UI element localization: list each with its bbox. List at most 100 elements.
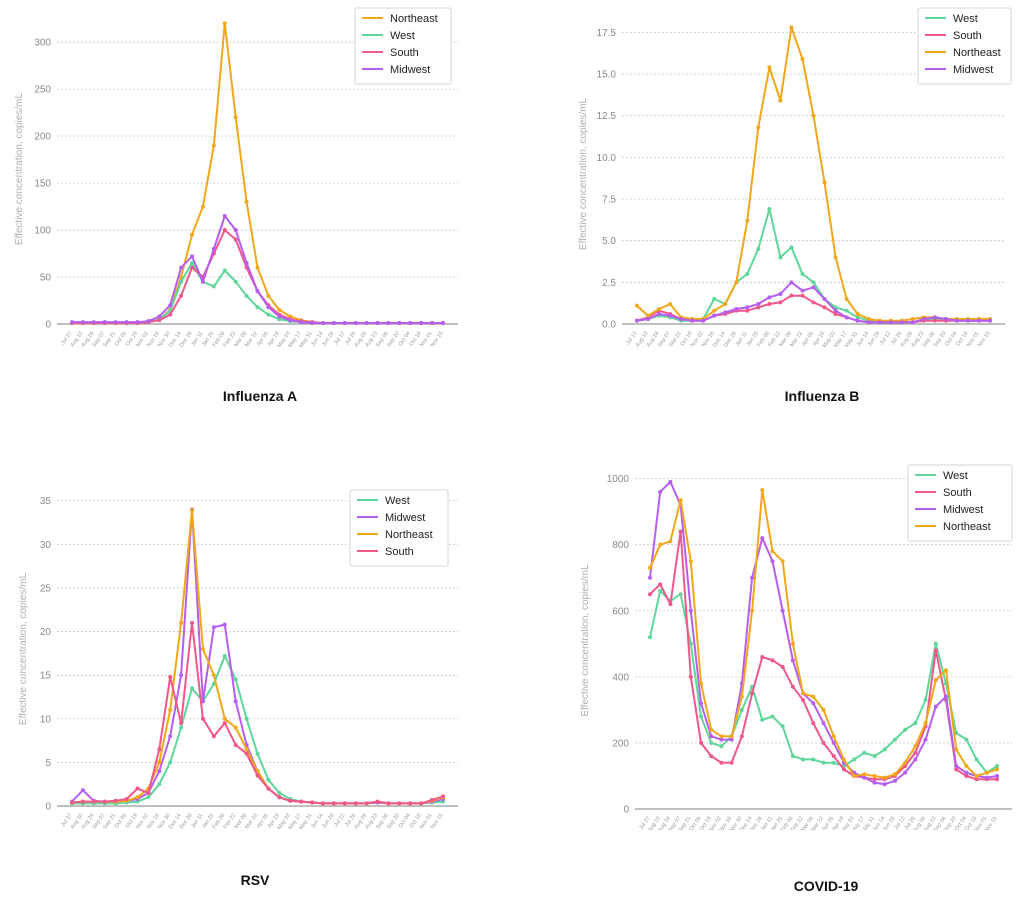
rsv-midwest-point xyxy=(233,699,238,704)
covid-19-northeast-point xyxy=(709,727,714,732)
influenza-b-midwest-point xyxy=(767,295,772,300)
influenza-a-midwest-point xyxy=(102,320,107,325)
influenza-b-south-point xyxy=(833,312,838,316)
influenza-a-midwest-point xyxy=(331,321,336,326)
influenza-b-series-west xyxy=(636,208,991,324)
rsv-south-point xyxy=(408,801,413,806)
covid-19-northeast-point xyxy=(892,772,897,777)
influenza-a-west-point xyxy=(244,293,249,298)
influenza-a-y-tick-label: 0 xyxy=(45,320,51,331)
rsv-west-point xyxy=(244,716,249,721)
covid-19-south-point xyxy=(668,602,673,607)
covid-19-south-point xyxy=(770,658,775,663)
rsv-y-tick-label: 10 xyxy=(40,714,52,725)
rsv-northeast-point xyxy=(200,647,205,651)
influenza-a-midwest-point xyxy=(244,260,249,265)
covid-19-northeast-point xyxy=(821,707,826,712)
covid-19-south-point xyxy=(964,773,969,778)
rsv-west-point xyxy=(277,790,282,795)
covid-19-title: COVID-19 xyxy=(793,878,859,894)
rsv-south-point xyxy=(244,751,249,756)
influenza-b-south-point xyxy=(800,293,805,298)
influenza-a-northeast-point xyxy=(190,232,195,237)
covid-19-legend-label-northeast: Northeast xyxy=(943,521,991,533)
rsv-northeast-point xyxy=(157,760,162,765)
rsv-south-point xyxy=(386,801,391,806)
rsv-south-point xyxy=(70,800,74,805)
influenza-b-south-point xyxy=(932,318,937,323)
covid-19-northeast-point xyxy=(770,549,775,554)
influenza-b-northeast-point xyxy=(844,297,849,301)
covid-19-west-point xyxy=(688,641,693,646)
influenza-b-northeast-point xyxy=(646,313,651,318)
covid-19-west-point xyxy=(974,757,979,762)
rsv-south-point xyxy=(375,799,380,804)
covid-19-y-tick-label: 600 xyxy=(612,606,629,617)
influenza-b-west-point xyxy=(756,247,761,251)
influenza-b-midwest-point xyxy=(668,313,673,318)
rsv-south-point xyxy=(419,801,424,806)
covid-19-south-point xyxy=(831,754,836,759)
influenza-b-y-axis-label: Effective concentration, copies/mL xyxy=(578,98,589,251)
covid-19-south-point xyxy=(699,740,704,745)
covid-19-midwest-point xyxy=(821,721,826,726)
influenza-b-south-point xyxy=(778,300,783,305)
rsv-y-tick-label: 30 xyxy=(40,540,52,551)
rsv-northeast-point xyxy=(168,708,173,713)
rsv-south-point xyxy=(277,795,282,800)
influenza-a-legend-label-west: West xyxy=(390,30,415,42)
covid-19-west-point xyxy=(872,754,877,759)
influenza-a-midwest-point xyxy=(419,321,424,326)
covid-19-midwest-point xyxy=(923,737,928,742)
influenza-a-west-point xyxy=(211,284,216,289)
influenza-a-midwest-point xyxy=(113,320,118,325)
covid-19-midwest-point xyxy=(862,775,867,780)
covid-19-northeast-point xyxy=(872,773,877,778)
covid-19-south-point xyxy=(790,684,795,689)
influenza-b-northeast-point xyxy=(789,25,794,30)
influenza-b-midwest-point xyxy=(976,318,981,323)
influenza-b-midwest-point xyxy=(877,320,882,325)
covid-19-midwest-point xyxy=(780,608,785,613)
covid-19-south-point xyxy=(719,760,724,765)
rsv-midwest-point xyxy=(211,625,216,630)
rsv-y-tick-label: 0 xyxy=(45,802,51,813)
covid-19-west-point xyxy=(892,737,897,742)
influenza-b-midwest-point xyxy=(954,318,959,323)
influenza-b-chart: 0.0 2.5 5.0 7.5 10.0 12.5 15.0 17.5 Effective co… xyxy=(578,7,1012,349)
rsv-south-point xyxy=(364,801,369,806)
influenza-b-northeast-point xyxy=(778,98,783,103)
influenza-b-west-point xyxy=(800,272,805,276)
influenza-b-midwest-point xyxy=(844,315,849,320)
influenza-b-west-point xyxy=(712,297,717,301)
covid-19-west-point xyxy=(770,714,775,719)
rsv-south-point xyxy=(310,800,315,805)
rsv-south-point xyxy=(342,801,347,806)
influenza-b-northeast-point xyxy=(855,312,860,316)
influenza-b-south-point xyxy=(767,302,772,306)
influenza-b-title: Influenza B xyxy=(784,388,860,404)
covid-19-northeast-point xyxy=(903,760,908,765)
covid-19-legend-label-midwest: Midwest xyxy=(943,504,983,516)
influenza-a-midwest-point xyxy=(91,320,96,325)
rsv-west-point xyxy=(190,686,195,691)
covid-19-chart: 0 200 400 600 800 1000 Effective concentration… xyxy=(580,464,1013,830)
rsv-south-point xyxy=(102,799,107,804)
covid-19-midwest-point xyxy=(943,694,948,699)
influenza-a-west-point xyxy=(255,305,260,310)
influenza-b-west-point xyxy=(778,255,783,260)
covid-19-midwest-point xyxy=(995,773,999,778)
influenza-b-northeast-point xyxy=(767,65,772,70)
covid-19-south-point xyxy=(780,664,785,669)
covid-19-west-point xyxy=(760,717,765,722)
influenza-a-south-point xyxy=(157,318,162,323)
covid-19-northeast-point xyxy=(760,488,765,493)
rsv-west-point xyxy=(179,725,184,730)
rsv-legend: West Midwest Northeast South xyxy=(349,489,449,567)
covid-19-northeast-point xyxy=(739,694,744,699)
rsv-south-point xyxy=(113,798,118,803)
rsv-south-point xyxy=(211,734,216,739)
covid-19-midwest-point xyxy=(719,737,724,742)
influenza-a-y-tick-label: 50 xyxy=(40,273,52,284)
influenza-b-midwest-point xyxy=(690,318,695,323)
